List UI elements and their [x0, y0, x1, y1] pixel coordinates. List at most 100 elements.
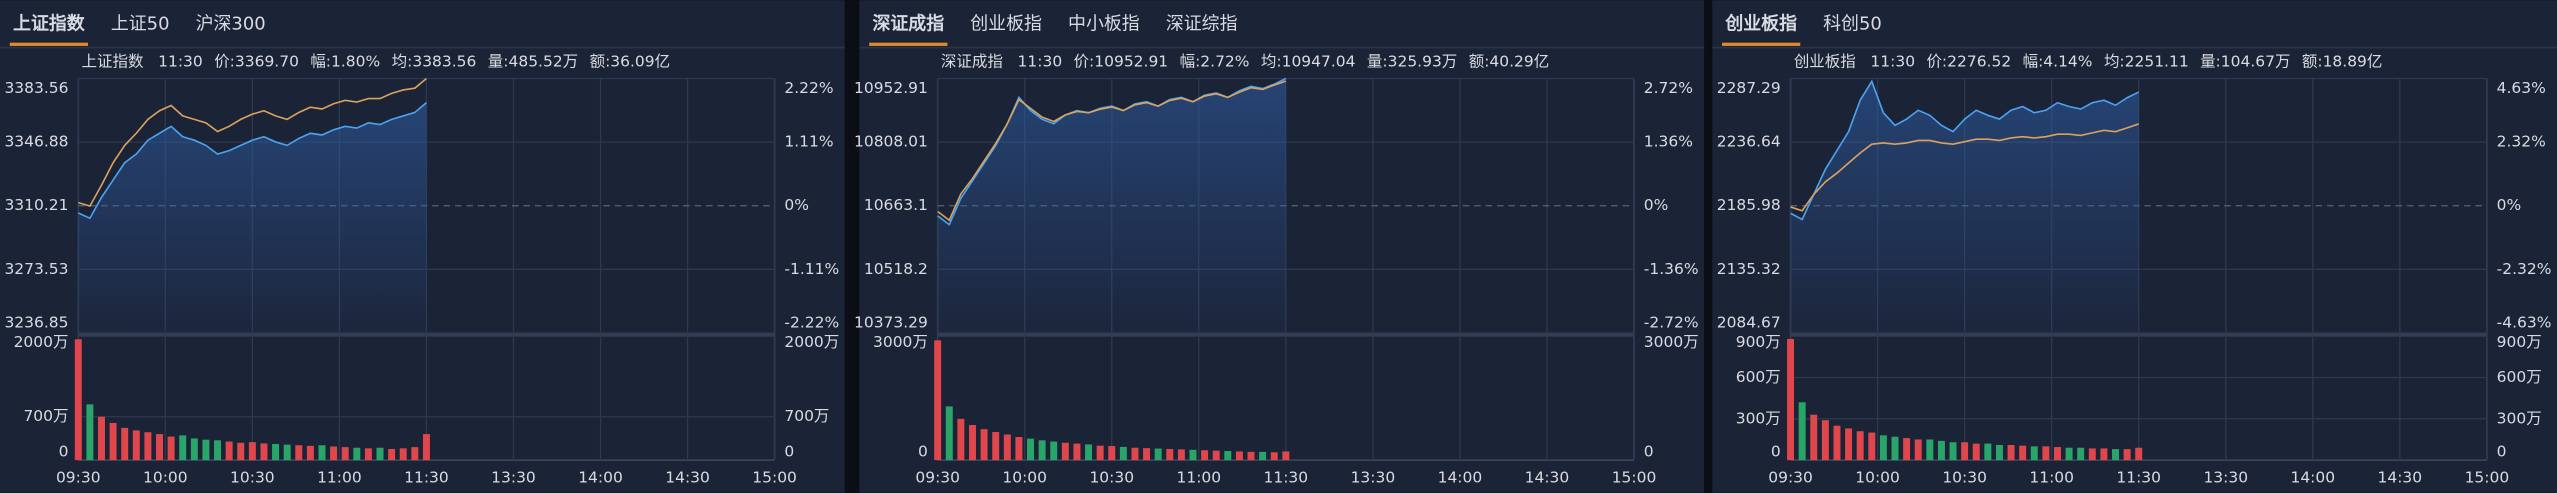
y-tick-label: 3236.85 [4, 314, 68, 332]
x-tick-label: 13:30 [1351, 469, 1396, 487]
volume-bar [248, 442, 256, 461]
volume-bar [144, 432, 152, 461]
header-item: 价:10952.91 [1074, 53, 1169, 71]
series-line [78, 77, 427, 208]
y2-tick-label: 0% [2497, 196, 2522, 214]
y-tick-label: 2236.64 [1717, 133, 1781, 151]
tab[interactable]: 科创50 [1823, 14, 1882, 35]
y-tick-label: 2185.98 [1717, 196, 1781, 214]
volume-bar [74, 339, 82, 461]
header-item: 创业板指 [1794, 53, 1856, 71]
tab[interactable]: 沪深300 [196, 14, 266, 35]
volume-bar [179, 435, 187, 461]
volume-bar [132, 430, 140, 461]
volume-tick-label: 3000万 [1644, 333, 1699, 351]
volume-bar [202, 439, 210, 461]
y2-tick-label: 2.32% [2497, 132, 2546, 150]
volume-bar [272, 444, 280, 461]
y-tick-label: 2287.29 [1717, 79, 1781, 97]
y2-tick-label: 0% [784, 196, 809, 214]
header-item: 11:30 [158, 53, 203, 71]
volume-bar [341, 447, 349, 461]
volume-tick-label: 0 [2497, 442, 2507, 460]
tab[interactable]: 上证50 [111, 14, 170, 35]
volume-bar [1038, 440, 1046, 461]
tab[interactable]: 深证综指 [1166, 14, 1238, 35]
volume-bar [376, 447, 384, 461]
volume-tick-label: 300万 [2497, 409, 2542, 427]
volume-tick-label: 0 [59, 442, 69, 460]
volume-bar [1903, 438, 1911, 461]
volume-bar [1949, 442, 1957, 461]
header-item: 量:325.93万 [1367, 53, 1457, 71]
volume-bar [1073, 443, 1081, 461]
volume-tick-label: 700万 [784, 407, 829, 425]
x-tick-label: 09:30 [1768, 469, 1813, 487]
volume-bar [156, 434, 163, 461]
volume-tick-label: 0 [784, 442, 794, 460]
header-item: 价:2276.52 [1926, 53, 2011, 71]
volume-bar [1984, 443, 1992, 461]
series-line [77, 101, 427, 220]
y2-tick-label: 1.11% [784, 133, 833, 151]
volume-bar [957, 418, 965, 461]
volume-bar [992, 432, 1000, 461]
volume-bar [411, 447, 419, 461]
volume-bar [121, 427, 129, 461]
header-item: 额:18.89亿 [2302, 53, 2383, 71]
header-item: 额:36.09亿 [590, 53, 671, 71]
volume-bar [1914, 439, 1922, 461]
volume-bar [1259, 451, 1267, 461]
volume-tick-label: 2000万 [784, 333, 839, 351]
volume-bar [98, 416, 105, 461]
tab[interactable]: 中小板指 [1068, 14, 1140, 35]
y2-tick-label: -2.22% [784, 314, 839, 332]
volume-bar [1798, 402, 1806, 461]
x-tick-label: 10:30 [230, 469, 275, 487]
x-tick-label: 14:30 [1525, 469, 1570, 487]
x-tick-label: 11:00 [1176, 469, 1221, 487]
y2-tick-label: 2.22% [784, 79, 833, 97]
volume-bar [353, 447, 361, 461]
volume-tick-label: 0 [918, 442, 928, 460]
volume-bar [2100, 448, 2108, 461]
volume-bar [2042, 446, 2050, 461]
y-tick-label: 10373.29 [854, 314, 928, 332]
panel: 创业板指 科创50 创业板指 11:30 价:2276.52 幅:4.14% 均:2251.… [1712, 0, 2557, 493]
tab[interactable]: 创业板指 [970, 14, 1042, 35]
volume-bar [1235, 451, 1243, 461]
volume-bar [1868, 432, 1876, 461]
volume-bar [283, 444, 291, 461]
volume-tick-label: 900万 [1736, 333, 1781, 351]
volume-bar [1177, 449, 1185, 461]
y2-tick-label: 4.63% [2497, 79, 2546, 97]
volume-bar [1845, 428, 1853, 461]
x-tick-label: 14:00 [578, 469, 623, 487]
volume-bar [167, 436, 175, 461]
x-tick-label: 14:00 [1438, 469, 1483, 487]
header-item: 量:104.67万 [2200, 53, 2290, 71]
x-tick-label: 11:00 [2029, 469, 2074, 487]
volume-bar [1096, 445, 1104, 461]
tab[interactable]: 上证指数 [13, 13, 86, 35]
y-tick-label: 2135.32 [1717, 260, 1781, 278]
y-tick-label: 3273.53 [4, 260, 68, 278]
volume-bar [109, 422, 117, 461]
x-tick-label: 11:30 [1264, 469, 1309, 487]
volume-bar [1085, 444, 1093, 461]
volume-tick-label: 700万 [23, 407, 68, 425]
header-item: 均:3383.56 [392, 53, 477, 71]
volume-bar [1270, 452, 1278, 461]
volume-bar [934, 340, 942, 461]
x-tick-label: 09:30 [915, 469, 960, 487]
volume-bar [980, 429, 988, 461]
header-item: 量:485.52万 [488, 53, 578, 71]
tab[interactable]: 深证成指 [872, 13, 944, 35]
tab[interactable]: 创业板指 [1724, 13, 1797, 35]
y2-tick-label: 0% [1644, 196, 1669, 214]
x-tick-label: 15:00 [752, 469, 797, 487]
volume-tick-label: 0 [1644, 442, 1654, 460]
x-tick-label: 10:00 [1855, 469, 1900, 487]
volume-bar [1131, 447, 1139, 461]
